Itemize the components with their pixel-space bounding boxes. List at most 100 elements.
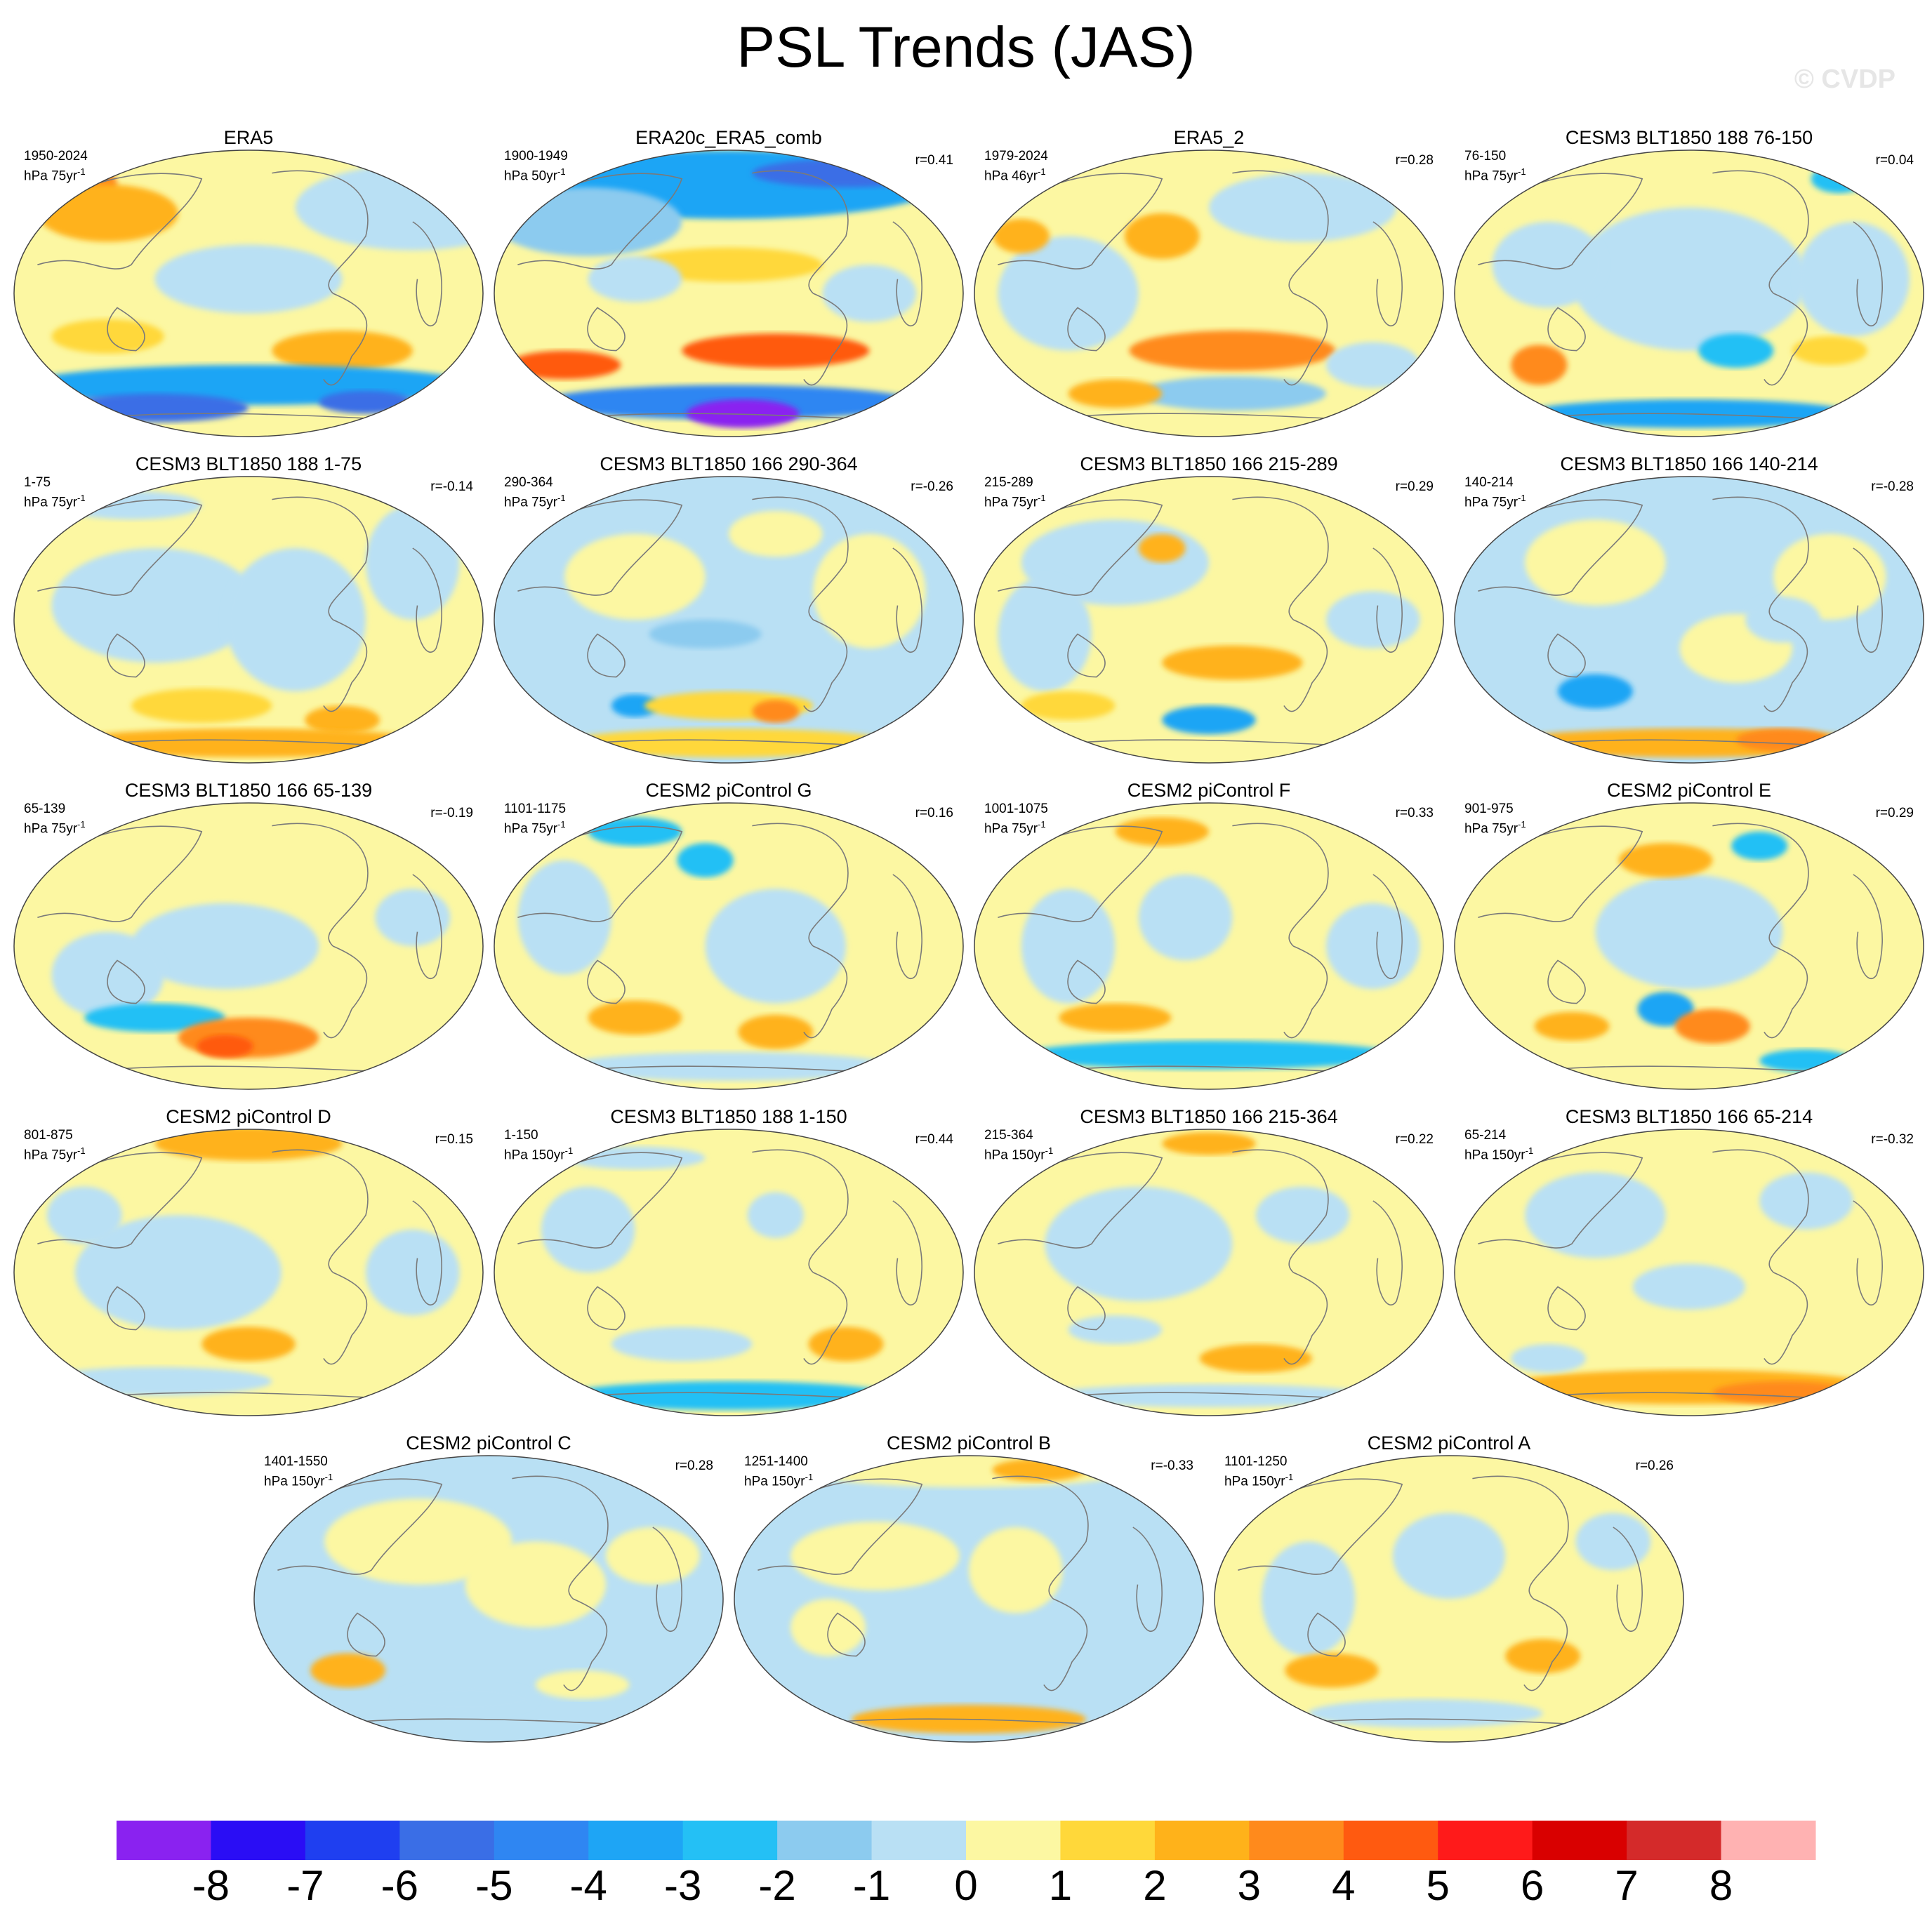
coastline <box>37 496 442 750</box>
trend-contour <box>1162 705 1256 735</box>
map-border <box>974 149 1444 437</box>
panel-title: ERA5_2 <box>1173 127 1245 148</box>
coastline <box>517 496 922 750</box>
map-panel: CESM2 piControl D 801-875 hPa 75yr-1 r=0.15 <box>11 1105 486 1435</box>
trend-contour <box>1162 645 1303 680</box>
coastline <box>997 170 1403 423</box>
units-exponent: -1 <box>557 819 566 830</box>
colorbar-swatch <box>1627 1821 1722 1860</box>
trend-contour <box>1698 333 1774 368</box>
trend-contour <box>1797 222 1910 337</box>
panel-years: 1401-1550 <box>264 1454 328 1469</box>
trend-contour <box>606 1527 700 1585</box>
coastline <box>37 1149 442 1402</box>
map-panel: CESM2 piControl F 1001-1075 hPa 75yr-1 r=0.… <box>972 779 1446 1109</box>
panel-correlation: r=-0.26 <box>911 479 953 494</box>
map <box>974 476 1444 764</box>
units-exponent: -1 <box>77 819 86 830</box>
map-border <box>974 1129 1444 1416</box>
trend-contour <box>808 1327 884 1362</box>
map <box>974 1129 1444 1416</box>
trend-contour <box>1138 875 1233 961</box>
panel-correlation: r=0.44 <box>915 1132 953 1147</box>
trend-contour <box>201 1327 296 1362</box>
panel-units: hPa 75yr-1 <box>1464 491 1526 510</box>
map <box>1454 1129 1924 1416</box>
units-exponent: -1 <box>564 1145 574 1156</box>
trend-contour <box>969 1527 1063 1614</box>
panel-title: CESM3 BLT1850 188 1-75 <box>135 453 362 474</box>
trend-contour <box>1059 1003 1172 1032</box>
trend-contour <box>1162 1132 1256 1155</box>
trend-contour <box>1492 222 1605 308</box>
map <box>13 149 484 437</box>
panel-correlation: r=0.28 <box>675 1458 713 1473</box>
units-exponent: -1 <box>1045 1145 1054 1156</box>
trend-contour <box>564 1381 893 1410</box>
map-panel: CESM3 BLT1850 188 1-150 1-150 hPa 150yr-1 r… <box>491 1105 966 1435</box>
units-exponent: -1 <box>805 1472 814 1482</box>
units-exponent: -1 <box>1518 493 1526 503</box>
trend-contour <box>1759 1172 1853 1230</box>
trend-contour <box>747 1192 804 1239</box>
trend-contour <box>1138 376 1326 411</box>
panel-title: CESM3 BLT1850 166 65-214 <box>1565 1106 1813 1127</box>
trend-contour <box>1745 597 1821 643</box>
trend-contour <box>1209 173 1397 242</box>
panel-title: CESM2 piControl F <box>1127 780 1291 801</box>
panel-years: 65-214 <box>1464 1128 1507 1143</box>
coastline <box>517 823 922 1076</box>
trend-contour <box>305 705 381 735</box>
trend-contour <box>738 1014 814 1049</box>
panel-units: hPa 150yr-1 <box>504 1143 573 1163</box>
panel-units: hPa 75yr-1 <box>24 817 86 837</box>
panel-years: 901-975 <box>1464 802 1514 816</box>
trend-contour <box>366 1229 460 1316</box>
trend-contour <box>395 1684 536 1714</box>
map-border <box>1454 1129 1924 1416</box>
units-base: hPa 150yr <box>1464 1148 1526 1163</box>
colorbar-swatch <box>1060 1821 1156 1860</box>
map-panel: CESM3 BLT1850 166 65-214 65-214 hPa 150yr-… <box>1452 1105 1926 1435</box>
map-panel: CESM2 piControl E 901-975 hPa 75yr-1 r=0.29 <box>1452 779 1926 1109</box>
trend-contour <box>154 244 343 314</box>
map-panel: CESM3 BLT1850 188 1-75 1-75 hPa 75yr-1 r=-0… <box>11 453 486 783</box>
map <box>974 802 1444 1090</box>
trend-contour <box>1637 992 1694 1027</box>
units-base: hPa 150yr <box>1224 1474 1285 1489</box>
panel-title: CESM3 BLT1850 188 76-150 <box>1565 127 1813 148</box>
units-exponent: -1 <box>77 166 86 177</box>
map-panel: CESM2 piControl B 1251-1400 hPa 150yr-1 r=-… <box>732 1432 1206 1762</box>
map <box>494 1129 964 1416</box>
panel-years: 1-150 <box>504 1128 538 1143</box>
units-base: hPa 150yr <box>264 1474 325 1489</box>
map-panel: ERA5_2 1979-2024 hPa 46yr-1 r=0.28 <box>972 126 1446 456</box>
map-panel: CESM3 BLT1850 166 215-364 215-364 hPa 150y… <box>972 1105 1446 1435</box>
coastline <box>277 1475 682 1729</box>
map <box>734 1455 1204 1743</box>
panel-correlation: r=0.29 <box>1395 479 1434 494</box>
trend-contour <box>1326 342 1420 388</box>
panel-title: CESM2 piControl A <box>1367 1432 1531 1454</box>
trend-contour <box>1199 1344 1312 1373</box>
colorbar-swatch <box>588 1821 684 1860</box>
panel-title: CESM3 BLT1850 188 1-150 <box>610 1106 847 1127</box>
panel-years: 290-364 <box>504 475 553 490</box>
trend-contour <box>74 1215 282 1330</box>
trend-contour <box>1068 379 1163 408</box>
trend-contour <box>790 1599 866 1656</box>
coastline <box>517 1149 922 1402</box>
map-panel: ERA5 1950-2024 hPa 75yr-1 <box>11 126 486 456</box>
colorbar-swatch <box>117 1821 211 1860</box>
colorbar-swatch <box>1343 1821 1438 1860</box>
colorbar-tick-label: 8 <box>1709 1862 1733 1909</box>
map <box>1454 149 1924 437</box>
trend-contour <box>1285 1653 1379 1688</box>
colorbar-swatch <box>871 1821 967 1860</box>
colorbar-tick-label: -2 <box>758 1862 796 1909</box>
map-background <box>734 1456 1203 1742</box>
trend-contour <box>1674 1009 1750 1044</box>
trend-contour <box>1326 591 1420 649</box>
map <box>974 149 1444 437</box>
